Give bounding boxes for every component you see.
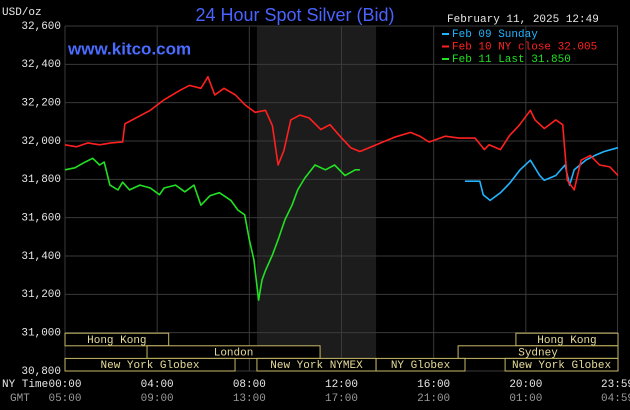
legend-label: Feb 11 Last 31.850 [452,54,571,66]
session-label: New York Globex [101,360,200,372]
chart-title: 24 Hour Spot Silver (Bid) [195,5,394,25]
timestamp: February 11, 2025 12:49 [447,14,599,26]
x-tick-label: 08:00 [233,379,266,391]
session-label: NY Globex [391,360,451,372]
ny-time-label: NY Time [2,379,48,391]
session-box [375,357,466,372]
x-tick-label: 16:00 [417,379,450,391]
y-tick-label: 30,800 [21,366,61,378]
session-label: New York Globex [512,360,611,372]
series-line [64,157,360,301]
y-tick-label: 31,800 [21,174,61,186]
gmt-label: GMT [10,393,30,405]
legend-label: Feb 10 NY close 32.005 [452,41,597,53]
legend-label: Feb 09 Sunday [452,29,538,41]
x-tick-label: 04:00 [141,379,174,391]
session-box [64,357,236,372]
watermark: www.kitco.com [67,39,191,58]
y-tick-label: 32,600 [21,21,61,33]
y-axis-label: USD/oz [2,7,42,19]
session-label: Hong Kong [537,335,596,347]
gmt-tick-label: 09:00 [141,393,174,405]
gmt-tick-label: 01:00 [509,393,542,405]
series-line [465,146,619,202]
x-tick-label: 23:59 [601,379,630,391]
session-label: Sydney [518,348,558,360]
x-tick-label: 00:00 [48,379,81,391]
y-tick-label: 32,200 [21,98,61,110]
series-line [64,76,619,191]
session-label: New York NYMEX [270,360,363,372]
x-tick-label: 20:00 [509,379,542,391]
y-tick-label: 31,000 [21,328,61,340]
session-label: London [214,348,254,360]
y-tick-label: 31,600 [21,213,61,225]
y-tick-label: 32,400 [21,59,61,71]
gmt-tick-label: 17:00 [325,393,358,405]
session-label: Hong Kong [87,335,146,347]
x-tick-label: 12:00 [325,379,358,391]
gmt-tick-label: 05:00 [48,393,81,405]
y-tick-label: 32,000 [21,136,61,148]
shaded-region [256,26,377,371]
y-tick-label: 31,200 [21,289,61,301]
session-box [64,332,170,347]
gmt-tick-label: 13:00 [233,393,266,405]
gmt-tick-label: 04:59 [601,393,630,405]
session-box [504,357,619,372]
gmt-tick-label: 21:00 [417,393,450,405]
y-tick-label: 31,400 [21,251,61,263]
